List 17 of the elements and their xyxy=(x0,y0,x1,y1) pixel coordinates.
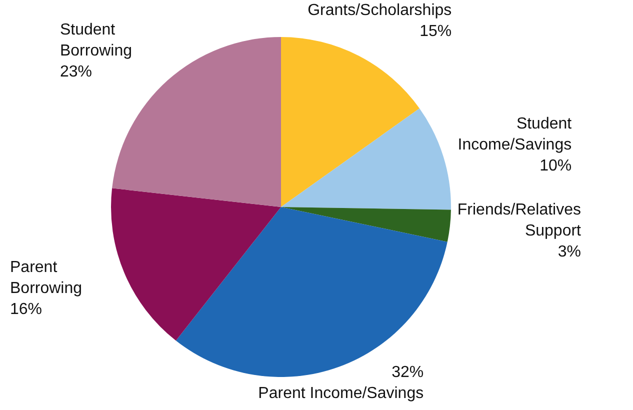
pie-slice xyxy=(176,207,448,377)
data-label: 16% xyxy=(10,301,42,318)
slice-label: Student Income/Savings xyxy=(458,116,572,154)
pie-slice xyxy=(281,37,420,207)
pie-slice xyxy=(111,188,281,341)
slice-label: Friends/Relatives Support xyxy=(457,201,582,240)
slice-label: Parent Income/Savings xyxy=(258,385,424,402)
data-label: 32% xyxy=(392,364,424,381)
data-label: 15% xyxy=(420,22,452,40)
slice-label: Parent Borrowing xyxy=(10,259,82,298)
pie-slice xyxy=(281,207,451,242)
data-label: 10% xyxy=(540,158,572,175)
data-label: 23% xyxy=(60,63,92,80)
slice-label: Grants/Scholarships xyxy=(308,2,452,19)
slice-label: Student Borrowing xyxy=(60,21,132,60)
pie-slice xyxy=(281,108,451,210)
data-label: 3% xyxy=(558,243,582,260)
